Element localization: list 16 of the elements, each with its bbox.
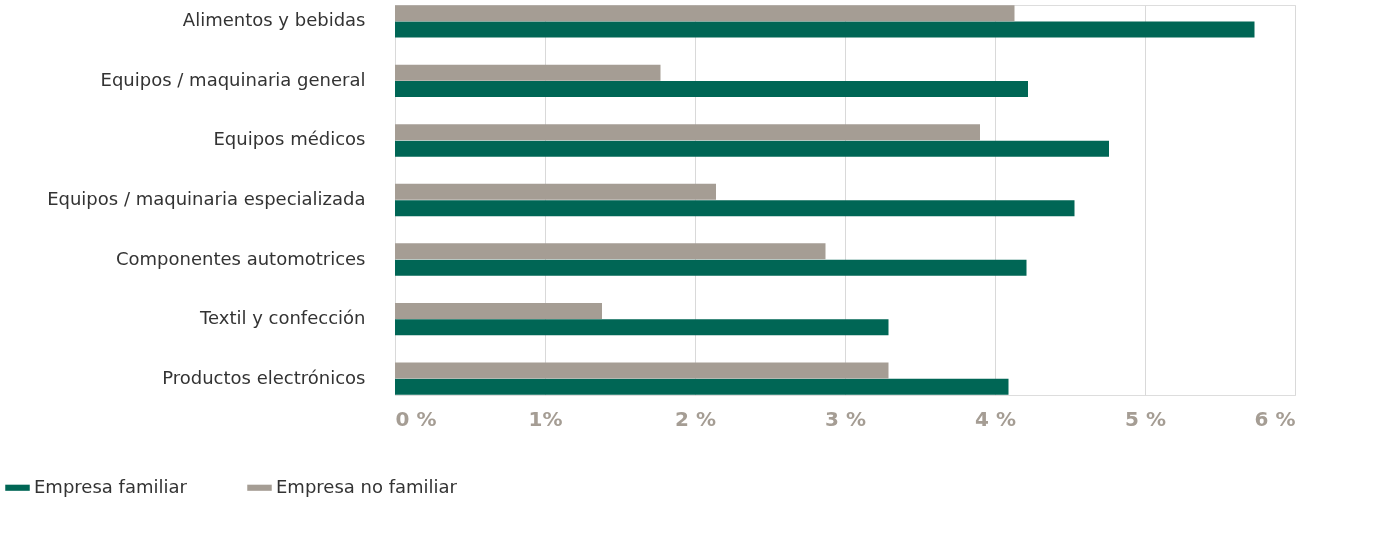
y-tick-label: Textil y confección [199,307,366,329]
y-tick-label: Alimentos y bebidas [182,9,366,31]
x-tick-label: 1% [528,406,563,431]
x-tick-label: 6 % [1254,406,1296,431]
y-tick-label: Equipos / maquinaria general [100,68,366,90]
x-tick-label: 4 % [975,406,1016,431]
y-tick-label: Equipos / maquinaria especializada [47,188,366,209]
x-tick-label: 2 % [675,406,716,431]
x-tick-label: 0 % [395,406,437,431]
x-tick-label: 5 % [1125,406,1166,431]
legend-label: Empresa no familiar [276,475,458,497]
y-tick-label: Equipos médicos [213,128,366,150]
x-tick-label: 3 % [825,406,866,431]
legend-label: Empresa familiar [34,475,188,497]
y-tick-label: Productos electrónicos [162,366,366,388]
y-tick-label: Componentes automotrices [115,247,366,269]
